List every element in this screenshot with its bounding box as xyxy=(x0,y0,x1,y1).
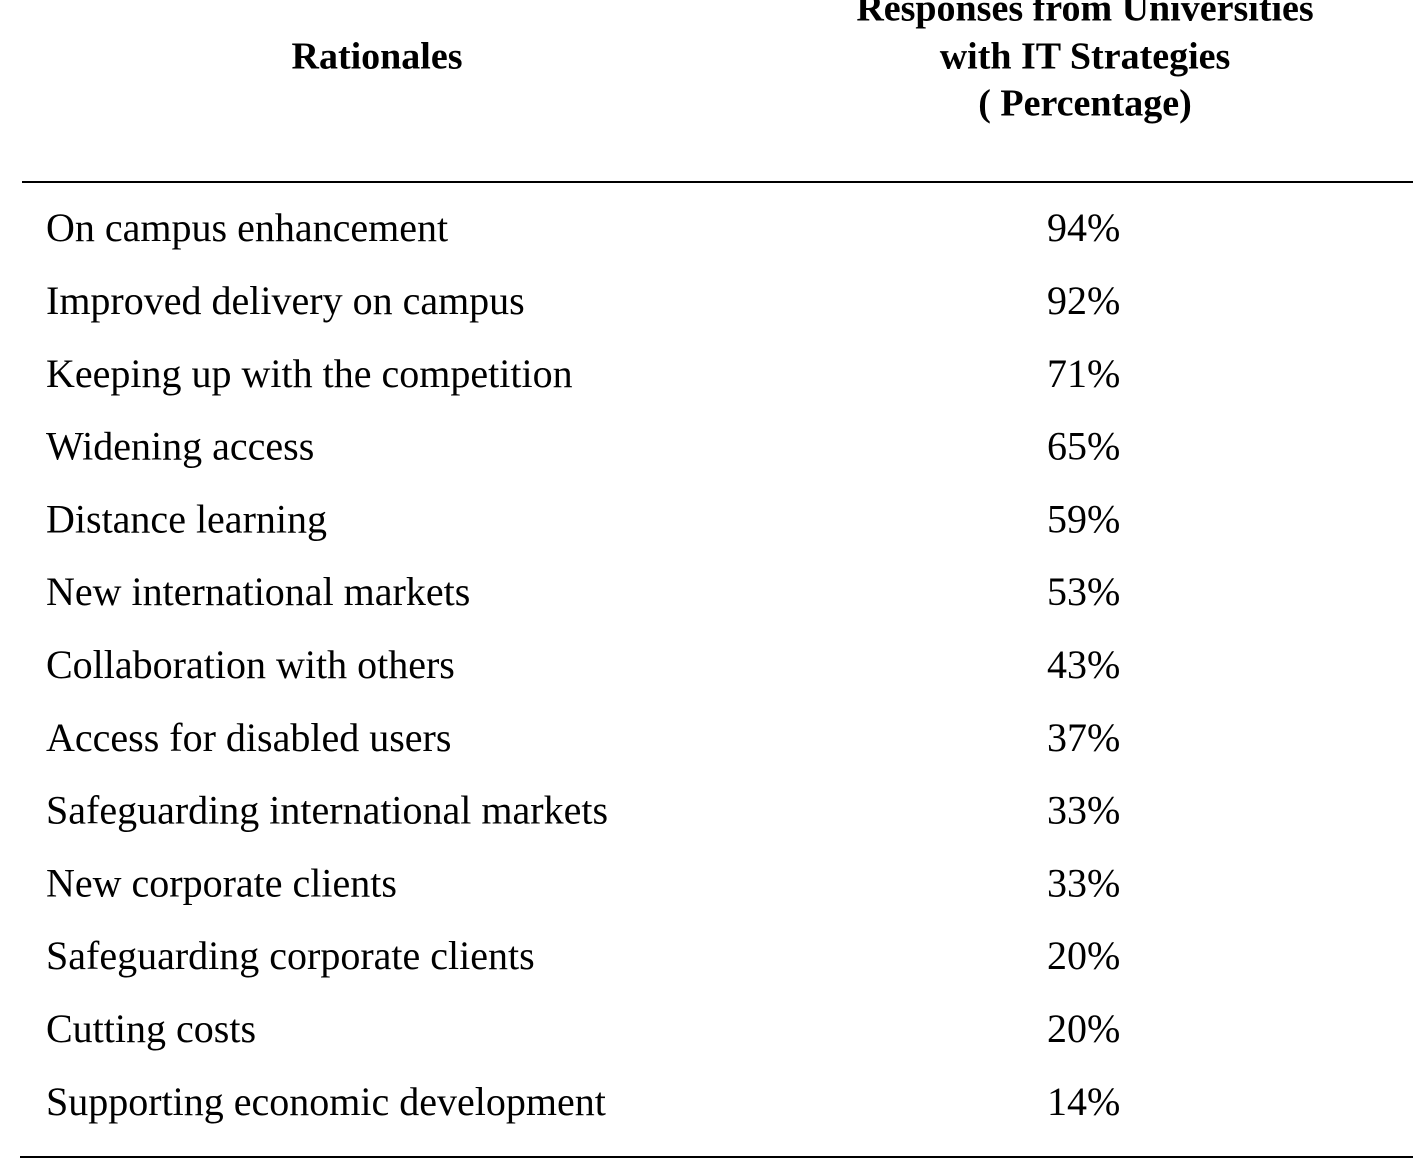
rationale: Safeguarding international markets xyxy=(46,788,608,833)
rationale: Safeguarding corporate clients xyxy=(46,933,535,978)
rationale: Access for disabled users xyxy=(46,715,451,760)
rationale: Collaboration with others xyxy=(46,642,455,687)
percentage: 53% xyxy=(1047,569,1120,614)
percentage: 37% xyxy=(1047,715,1120,760)
rationale: New international markets xyxy=(46,569,470,614)
rationale: Cutting costs xyxy=(46,1006,256,1051)
percentage: 71% xyxy=(1047,351,1120,396)
header-responses: Responses from Universities xyxy=(856,0,1313,30)
percentage: 14% xyxy=(1047,1079,1120,1124)
header-rationales: Rationales xyxy=(292,36,463,78)
rationale: Widening access xyxy=(46,424,314,469)
percentage: 20% xyxy=(1047,1006,1120,1051)
rationale: Distance learning xyxy=(46,496,327,541)
header-responses: with IT Strategies xyxy=(940,36,1231,78)
rationale: Improved delivery on campus xyxy=(46,278,525,323)
percentage: 20% xyxy=(1047,933,1120,978)
rationale: New corporate clients xyxy=(46,860,397,905)
percentage: 33% xyxy=(1047,860,1120,905)
header-responses: ( Percentage) xyxy=(978,83,1191,125)
percentage: 92% xyxy=(1047,278,1120,323)
percentage: 33% xyxy=(1047,788,1120,833)
rationale: Keeping up with the competition xyxy=(46,351,573,396)
percentage: 65% xyxy=(1047,424,1120,469)
rationale: On campus enhancement xyxy=(46,205,448,250)
percentage: 59% xyxy=(1047,496,1120,541)
rationale: Supporting economic development xyxy=(46,1079,606,1124)
percentage: 43% xyxy=(1047,642,1120,687)
percentage: 94% xyxy=(1047,205,1120,250)
